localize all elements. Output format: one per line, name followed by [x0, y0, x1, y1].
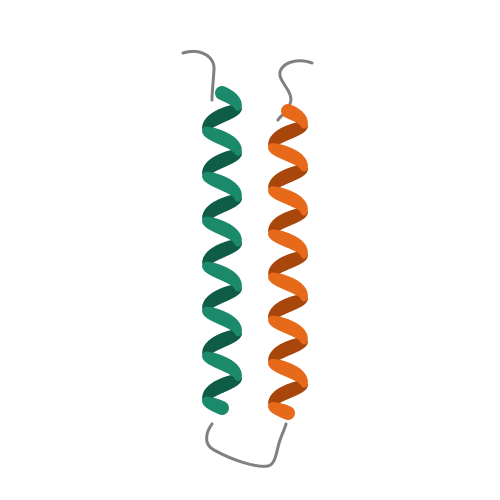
helix-ribbon-segment: [215, 86, 232, 102]
helix-ribbon-segment: [212, 399, 229, 416]
helix-ribbon-segment: [214, 130, 232, 147]
helix-ribbon-segment: [280, 189, 297, 206]
helix-ribbon-segment: [213, 220, 231, 236]
coil-loop: [181, 50, 216, 102]
helix-ribbon-segment: [279, 232, 297, 249]
helix-ribbon-segment: [213, 265, 231, 281]
helix-ribbon-segment: [278, 361, 296, 378]
helix-ribbon-segment: [212, 355, 230, 371]
helix-ribbon-segment: [280, 147, 298, 163]
helix-chain-b: [268, 104, 308, 421]
helix-ribbon-segment: [279, 275, 297, 292]
helix-ribbon-segment: [278, 404, 295, 421]
coil-loop: [205, 422, 288, 468]
helix-ribbon-segment: [213, 310, 230, 326]
helix-ribbon-segment: [279, 318, 296, 335]
helix-chain-a: [202, 86, 242, 416]
helix-ribbon-segment: [281, 104, 298, 120]
helix-ribbon-segment: [214, 175, 231, 191]
